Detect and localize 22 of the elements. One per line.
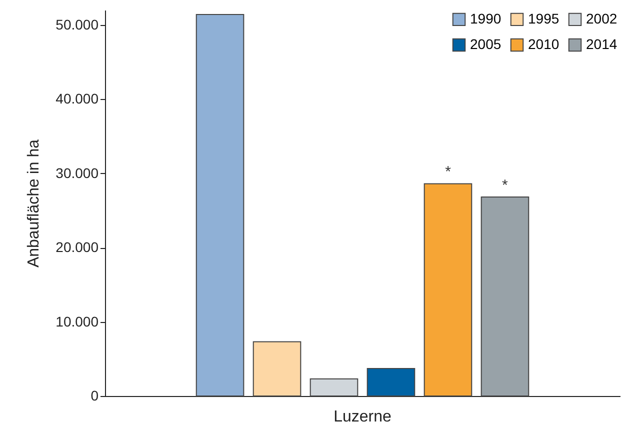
bar: [196, 14, 244, 396]
bar: [424, 183, 472, 396]
legend-label: 2010: [528, 36, 560, 52]
annotation: *: [502, 177, 508, 194]
y-tick-label: 50.000: [56, 16, 99, 32]
annotation: *: [445, 164, 452, 181]
y-tick-label: 30.000: [56, 164, 99, 181]
legend-label: 1995: [528, 10, 560, 26]
y-axis-title: Anbaufläche in ha: [26, 139, 43, 268]
legend-label: 2014: [586, 36, 618, 52]
y-tick-label: 10.000: [56, 313, 99, 330]
bar: [252, 341, 302, 396]
y-tick-label: 40.000: [56, 90, 99, 107]
legend-label: 2005: [470, 36, 502, 52]
bar: [480, 196, 530, 396]
x-tick-label: Luzerne: [334, 408, 392, 426]
legend-label: 2002: [586, 10, 618, 26]
y-tick-label: 0: [90, 388, 99, 404]
legend-label: 1990: [470, 10, 502, 26]
bar: [366, 368, 416, 396]
bar: [310, 378, 358, 396]
y-tick-label: 20.000: [56, 239, 99, 256]
